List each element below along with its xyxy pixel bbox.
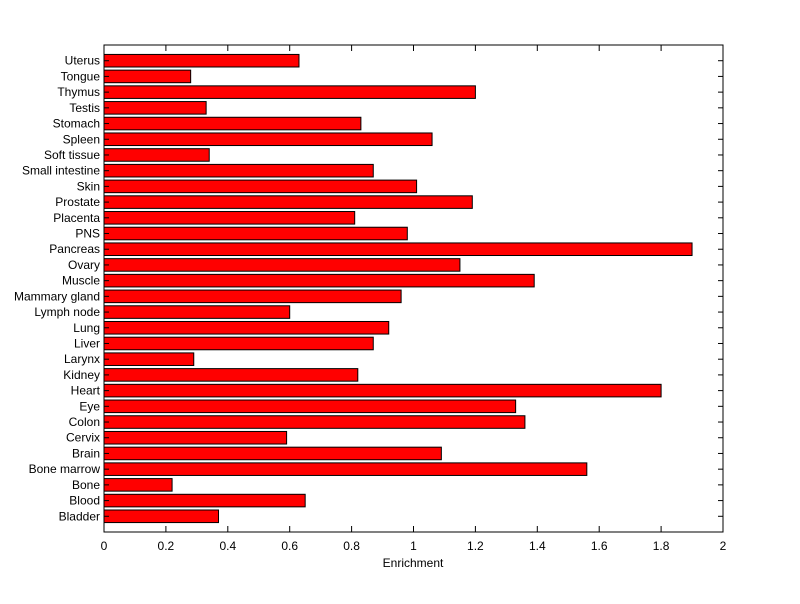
y-tick-label: Kidney xyxy=(63,368,100,382)
y-tick-label: Bone xyxy=(72,478,100,492)
bar-larynx xyxy=(103,352,195,366)
x-tick-label: 0.4 xyxy=(219,539,236,553)
y-tick-label: Ovary xyxy=(68,258,100,272)
y-tick-label: Pancreas xyxy=(49,242,100,256)
y-tick-label: Soft tissue xyxy=(44,148,100,162)
bar-tongue xyxy=(103,69,192,84)
bar-bladder xyxy=(103,509,220,524)
x-tick-label: 0.2 xyxy=(158,539,175,553)
y-tick-label: Bladder xyxy=(59,509,100,523)
x-tick-label: 0 xyxy=(101,539,108,553)
y-tick-label: Eye xyxy=(79,399,100,413)
y-tick-label: Larynx xyxy=(64,352,100,366)
y-tick-label: Heart xyxy=(71,384,101,398)
x-tick-label: 2 xyxy=(720,539,727,553)
y-tick-label: Placenta xyxy=(53,211,100,225)
bar-skin xyxy=(103,179,418,194)
plot-frame xyxy=(103,44,724,533)
y-tick-label: Lung xyxy=(73,321,100,335)
y-tick-label: Spleen xyxy=(63,132,100,146)
y-tick-label: Uterus xyxy=(65,54,100,68)
bar-small-intestine xyxy=(103,163,374,178)
y-tick-label: Cervix xyxy=(66,431,100,445)
bar-testis xyxy=(103,101,207,115)
bar-kidney xyxy=(103,368,359,382)
bar-pns xyxy=(103,226,408,241)
x-tick-label: 1.2 xyxy=(467,539,484,553)
bar-bone xyxy=(103,478,173,492)
y-tick-label: Brain xyxy=(72,446,100,460)
y-tick-label: Skin xyxy=(77,179,100,193)
y-tick-label: Prostate xyxy=(55,195,100,209)
y-tick-label: Small intestine xyxy=(22,164,100,178)
bar-thymus xyxy=(103,85,476,99)
bar-soft-tissue xyxy=(103,148,210,162)
bar-eye xyxy=(103,399,517,414)
bar-heart xyxy=(103,383,662,398)
bar-uterus xyxy=(103,53,300,68)
bar-spleen xyxy=(103,132,433,147)
bar-placenta xyxy=(103,211,356,225)
y-tick-label: Muscle xyxy=(62,274,100,288)
y-tick-label: Blood xyxy=(69,494,100,508)
bar-lymph-node xyxy=(103,305,291,319)
y-tick-label: Bone marrow xyxy=(29,462,101,476)
x-tick-label: 0.6 xyxy=(281,539,298,553)
x-tick-label: 1.8 xyxy=(653,539,670,553)
y-tick-label: Lymph node xyxy=(34,305,100,319)
y-tick-label: Thymus xyxy=(57,85,100,99)
bar-brain xyxy=(103,446,442,461)
bar-stomach xyxy=(103,116,362,131)
bar-bone-marrow xyxy=(103,462,588,476)
y-tick-label: Tongue xyxy=(61,69,101,83)
bar-blood xyxy=(103,493,306,508)
y-tick-label: Mammary gland xyxy=(14,289,100,303)
y-tick-label: Testis xyxy=(69,101,100,115)
bar-cervix xyxy=(103,430,288,445)
bar-colon xyxy=(103,415,526,429)
bar-prostate xyxy=(103,195,473,209)
y-tick-label: Liver xyxy=(74,336,100,350)
bar-liver xyxy=(103,336,374,351)
y-tick-label: Colon xyxy=(69,415,100,429)
x-tick-label: 1.6 xyxy=(591,539,608,553)
x-tick-label: 1.4 xyxy=(529,539,546,553)
x-tick-label: 0.8 xyxy=(343,539,360,553)
bar-ovary xyxy=(103,258,461,272)
y-tick-label: PNS xyxy=(75,227,100,241)
bar-pancreas xyxy=(103,242,693,257)
bar-mammary-gland xyxy=(103,289,402,304)
x-axis-label: Enrichment xyxy=(383,556,444,570)
bar-muscle xyxy=(103,273,535,288)
x-tick-label: 1 xyxy=(410,539,417,553)
bar-lung xyxy=(103,320,390,335)
y-tick-label: Stomach xyxy=(53,117,100,131)
